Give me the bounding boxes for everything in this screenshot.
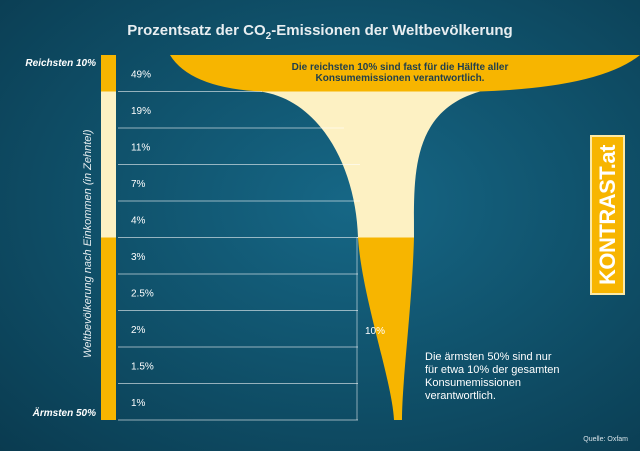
- tick-label: 2%: [131, 325, 146, 336]
- tick-label: 7%: [131, 179, 146, 190]
- top-annotation-line: Konsumemissionen verantwortlich.: [316, 73, 485, 84]
- poor-group-value-label: 10%: [365, 326, 385, 337]
- chart-title: Prozentsatz der CO2-Emissionen der Weltb…: [127, 22, 513, 42]
- top-annotation-line: Die reichsten 10% sind fast für die Hälf…: [292, 62, 509, 73]
- y-axis-label: Weltbevölkerung nach Einkommen (in Zehnt…: [82, 129, 94, 358]
- funnel-mark-rich-10: [170, 55, 640, 92]
- brand-logo: KONTRAST.at: [590, 135, 625, 295]
- tick-label: 1.5%: [131, 361, 154, 372]
- accent-bar-poor: [101, 237, 116, 420]
- tick-label: 1%: [131, 398, 146, 409]
- tick-label: 49%: [131, 69, 151, 80]
- funnel-mark-middle-40: [260, 91, 480, 238]
- funnel-mark-poor-50: [358, 237, 414, 420]
- bottom-annotation-text: Die ärmsten 50% sind nur für etwa 10% de…: [425, 351, 560, 402]
- accent-bar-middle: [101, 91, 116, 238]
- accent-bar-rich: [101, 55, 116, 92]
- tick-label: 3%: [131, 252, 146, 263]
- tick-label: 11%: [131, 142, 150, 153]
- bottom-end-label: Ärmsten 50%: [32, 406, 96, 419]
- source-note: Quelle: Oxfam: [583, 436, 628, 443]
- tick-label: 19%: [131, 106, 151, 117]
- top-end-label: Reichsten 10%: [25, 58, 96, 69]
- tick-label: 2.5%: [131, 288, 154, 299]
- tick-label: 4%: [131, 215, 146, 226]
